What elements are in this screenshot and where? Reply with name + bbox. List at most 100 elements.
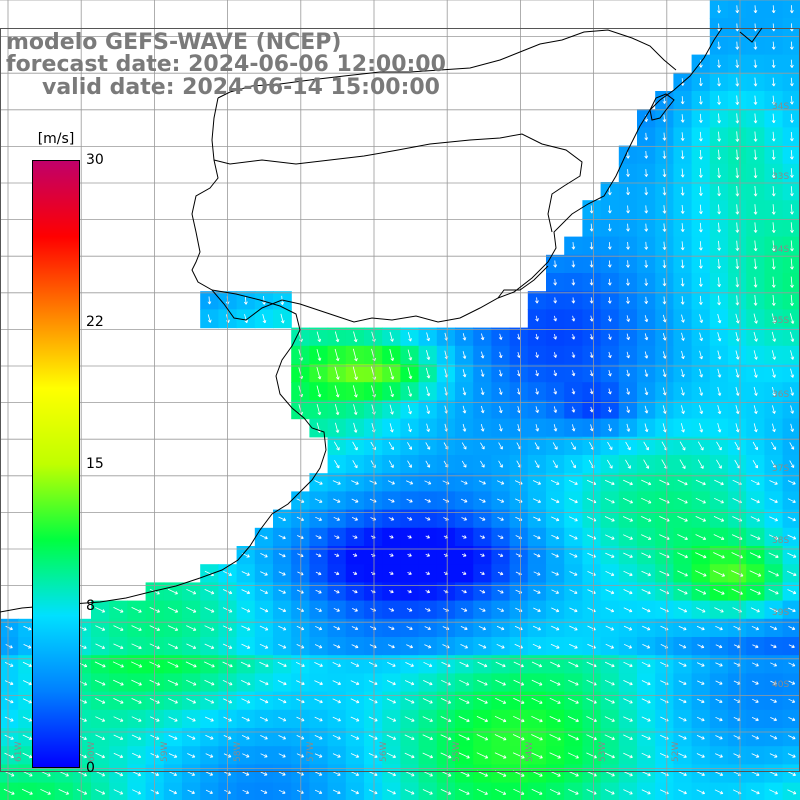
wind-vector-arrow <box>753 77 758 87</box>
wind-vector-arrow <box>641 716 651 722</box>
wind-vector-arrow <box>40 788 51 795</box>
wind-vector-arrow <box>22 734 33 740</box>
wind-vector-arrow <box>587 571 596 576</box>
wind-speed-cell <box>200 782 219 800</box>
wind-vector-arrow <box>389 423 394 433</box>
wind-vector-arrow <box>750 607 760 613</box>
wind-vector-arrow <box>497 498 505 503</box>
wind-vector-arrow <box>662 186 667 196</box>
wind-vector-arrow <box>353 404 358 415</box>
wind-vector-arrow <box>734 459 740 469</box>
wind-vector-arrow <box>388 460 394 468</box>
wind-vector-arrow <box>571 297 576 304</box>
wind-vector-arrow <box>771 276 776 288</box>
wind-vector-arrow <box>789 41 794 50</box>
wind-vector-arrow <box>589 352 594 358</box>
wind-vector-arrow <box>735 405 740 415</box>
wind-vector-arrow <box>243 296 248 305</box>
wind-vector-arrow <box>771 77 776 87</box>
wind-vector-arrow <box>717 405 722 415</box>
wind-vector-arrow <box>587 552 596 558</box>
wind-vector-arrow <box>753 313 758 324</box>
wind-vector-arrow <box>749 552 761 559</box>
wind-vector-arrow <box>771 294 776 306</box>
wind-vector-arrow <box>641 789 651 795</box>
latitude-label: 35S <box>772 316 790 326</box>
wind-vector-arrow <box>498 387 503 395</box>
wind-vector-arrow <box>5 644 13 649</box>
wind-vector-arrow <box>717 131 721 142</box>
wind-vector-arrow <box>551 607 560 613</box>
wind-vector-arrow <box>715 644 723 649</box>
wind-vector-arrow <box>735 167 740 179</box>
wind-speed-cell <box>163 782 183 800</box>
wind-vector-arrow <box>186 643 197 649</box>
wind-vector-arrow <box>480 369 485 377</box>
wind-vector-arrow <box>770 644 777 649</box>
wind-vector-arrow <box>5 625 13 631</box>
wind-vector-arrow <box>715 680 723 685</box>
wind-vector-arrow <box>713 534 725 540</box>
wind-vector-arrow <box>771 240 776 252</box>
wind-vector-arrow <box>512 752 525 759</box>
wind-vector-arrow <box>497 553 504 557</box>
wind-vector-arrow <box>334 385 340 398</box>
wind-vector-arrow <box>698 259 703 269</box>
wind-vector-arrow <box>186 607 197 613</box>
wind-vector-arrow <box>641 534 652 540</box>
wind-vector-arrow <box>735 222 740 233</box>
wind-speed-cell <box>473 782 492 800</box>
wind-vector-arrow <box>678 789 687 795</box>
wind-vector-arrow <box>644 333 649 341</box>
wind-vector-arrow <box>404 716 415 722</box>
wind-vector-arrow <box>496 643 505 649</box>
wind-vector-arrow <box>425 442 431 450</box>
wind-vector-arrow <box>750 498 760 504</box>
wind-vector-arrow <box>607 187 612 196</box>
wind-vector-arrow <box>662 205 667 214</box>
wind-vector-arrow <box>568 789 579 795</box>
wind-vector-arrow <box>641 497 652 504</box>
wind-vector-arrow <box>168 771 178 776</box>
wind-vector-arrow <box>406 517 413 521</box>
wind-vector-arrow <box>441 679 451 686</box>
wind-vector-arrow <box>549 734 561 741</box>
wind-vector-arrow <box>608 333 612 340</box>
wind-vector-arrow <box>260 753 268 758</box>
wind-vector-arrow <box>498 333 503 340</box>
wind-vector-arrow <box>513 679 525 686</box>
wind-vector-arrow <box>589 242 594 250</box>
wind-vector-arrow <box>696 662 705 667</box>
wind-vector-arrow <box>316 404 322 416</box>
wind-vector-arrow <box>678 607 688 613</box>
wind-vector-arrow <box>751 735 760 740</box>
wind-speed-cell <box>600 782 620 800</box>
wind-vector-arrow <box>21 788 33 795</box>
wind-vector-arrow <box>553 333 557 340</box>
wind-vector-arrow <box>23 625 32 631</box>
wind-vector-arrow <box>768 570 779 577</box>
wind-vector-arrow <box>535 406 539 413</box>
wind-vector-arrow <box>480 333 485 341</box>
wind-vector-arrow <box>662 259 667 269</box>
wind-vector-arrow <box>680 277 685 287</box>
wind-vector-arrow <box>662 132 667 141</box>
wind-vector-arrow <box>22 698 32 704</box>
wind-vector-arrow <box>368 662 378 667</box>
wind-vector-arrow <box>535 297 539 304</box>
wind-vector-arrow <box>552 460 558 469</box>
wind-vector-arrow <box>314 698 323 704</box>
wind-vector-arrow <box>771 368 776 378</box>
wind-vector-arrow <box>204 698 215 704</box>
wind-vector-arrow <box>607 260 612 268</box>
wind-vector-arrow <box>608 424 612 432</box>
wind-vector-arrow <box>589 315 594 322</box>
wind-vector-arrow <box>714 479 724 486</box>
wind-vector-arrow <box>771 460 777 469</box>
wind-vector-arrow <box>717 350 722 360</box>
wind-vector-arrow <box>772 386 776 396</box>
wind-vector-arrow <box>715 753 723 758</box>
wind-vector-arrow <box>571 406 576 413</box>
wind-vector-arrow <box>368 771 378 777</box>
